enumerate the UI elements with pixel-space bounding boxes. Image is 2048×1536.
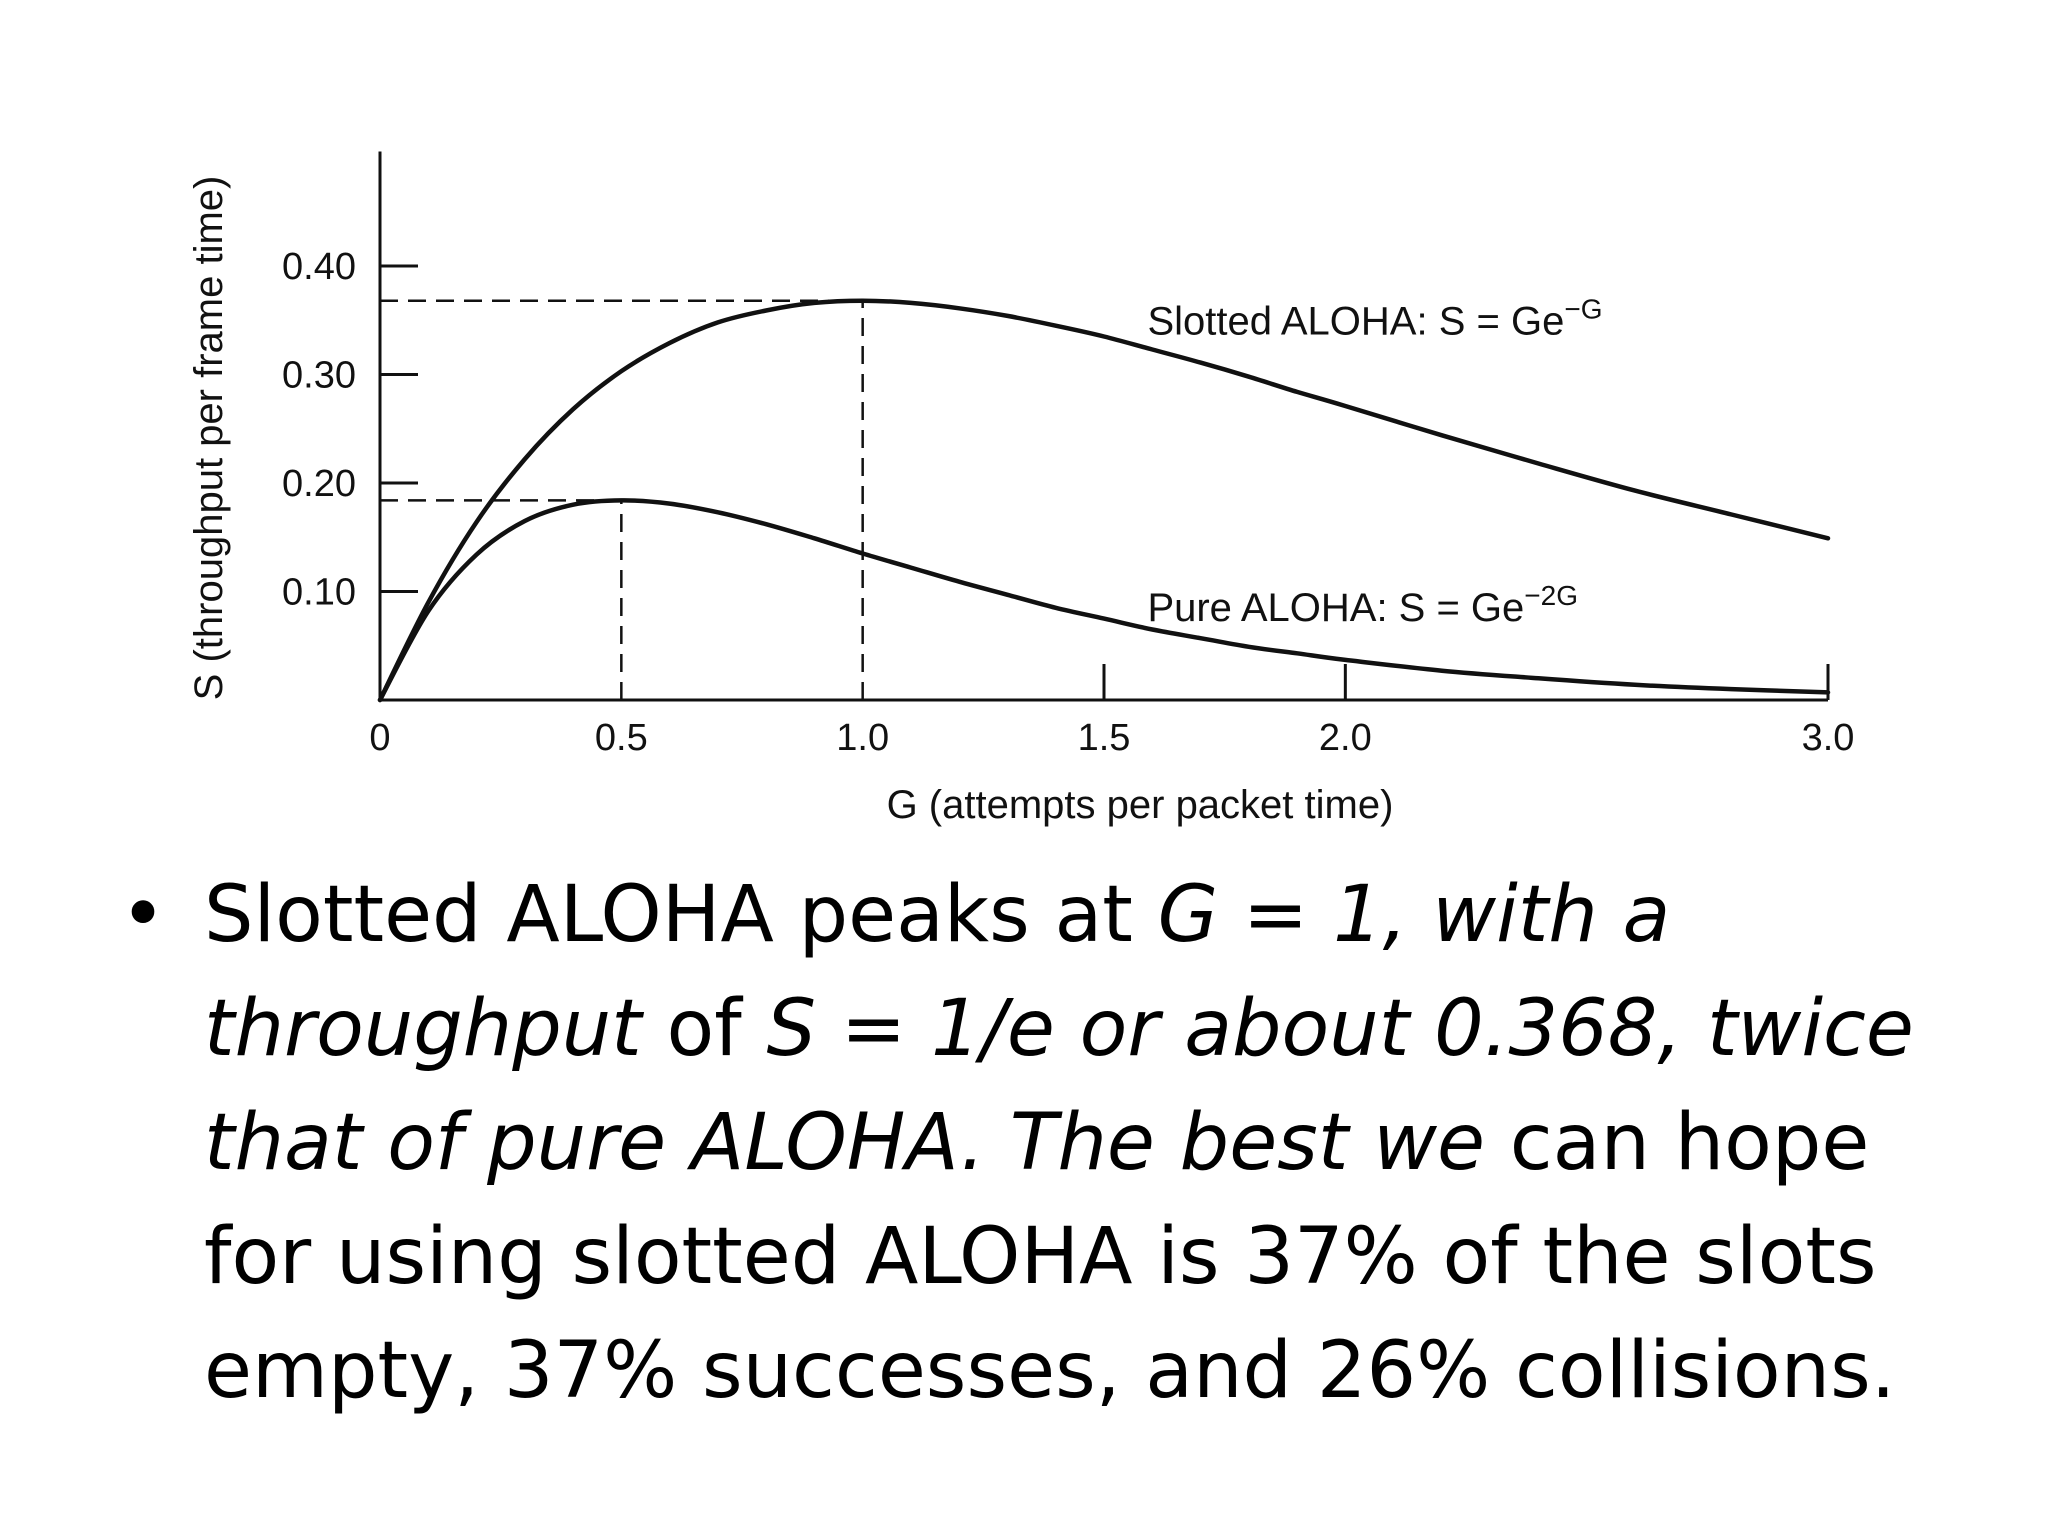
y-axis-title: S (throughput per frame time): [187, 176, 231, 701]
y-tick-label: 0.20: [282, 463, 356, 505]
pure-aloha-curve: [377, 498, 1831, 703]
x-tick-label: 1.5: [1078, 717, 1131, 759]
series: [377, 298, 1831, 703]
x-axis-title: G (attempts per packet time): [887, 783, 1394, 827]
bullet-text-run: Slotted ALOHA peaks at: [204, 870, 1158, 960]
chart-labels: 0.10 0.20 0.30 0.40 0 0.5 1.0 1.5 2.0 3.0 Slotted …: [187, 176, 1854, 827]
y-tick-label: 0.30: [282, 355, 356, 397]
reference-lines: [380, 299, 864, 700]
annotation-text: Pure ALOHA: S = Ge: [1147, 586, 1524, 630]
x-tick-label: 0: [369, 717, 390, 759]
annotation-superscript: −G: [1564, 293, 1602, 324]
pure-aloha-label: Pure ALOHA: S = Ge−2G: [1147, 580, 1578, 630]
x-tick-label: 0.5: [595, 717, 648, 759]
x-tick-label: 3.0: [1802, 717, 1855, 759]
y-tick-label: 0.10: [282, 572, 356, 614]
bullet-text-run: of: [641, 984, 767, 1074]
bullet-text-run: G = 1, with a throughput: [204, 870, 1671, 1074]
bullet-text: Slotted ALOHA peaks at G = 1, with a thr…: [204, 858, 1964, 1428]
slotted-aloha-label: Slotted ALOHA: S = Ge−G: [1147, 293, 1602, 343]
annotation-text: Slotted ALOHA: S = Ge: [1147, 299, 1564, 343]
x-tick-label: 1.0: [836, 717, 889, 759]
aloha-throughput-chart: 0.10 0.20 0.30 0.40 0 0.5 1.0 1.5 2.0 3.0 Slotted …: [187, 151, 1854, 827]
bullet-text-run: S = 1/e or about 0.368, twice that of pu…: [204, 984, 1914, 1188]
bullet-text-run: can hope for using slotted ALOHA is 37% …: [204, 1098, 1896, 1416]
bullet-symbol: •: [120, 870, 167, 960]
x-tick-label: 2.0: [1319, 717, 1372, 759]
slotted-aloha-curve: [377, 298, 1831, 703]
annotation-superscript: −2G: [1524, 580, 1578, 611]
y-tick-label: 0.40: [282, 246, 356, 288]
